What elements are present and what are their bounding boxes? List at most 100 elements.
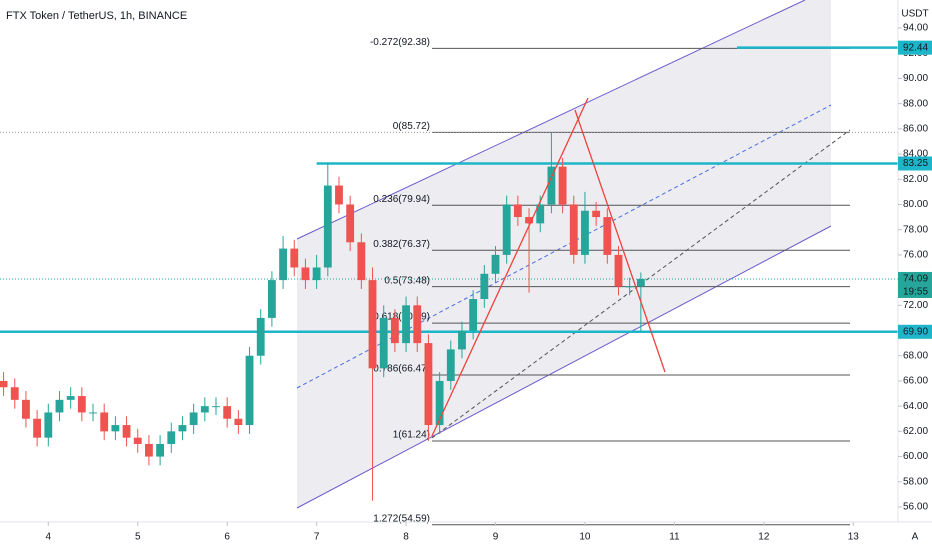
y-tick-label: 60.00 [903,451,928,462]
candle-body [156,443,165,457]
y-tick-label: 80.00 [903,199,928,210]
y-tick-label: 78.00 [903,224,928,235]
y-tick-label: 56.00 [903,502,928,513]
candle-body [100,412,109,432]
price-box-label: 83.25 [903,158,928,169]
candle-body [592,210,601,218]
candle-body [413,305,422,344]
candle-body [256,317,265,356]
candle-body [10,387,19,400]
candle-body [402,305,410,344]
y-tick-label: 64.00 [903,401,928,412]
x-tick-label: 11 [669,532,680,543]
candle-body [234,418,243,426]
x-tick-label: 7 [314,532,320,543]
candle-body [77,396,86,413]
candle-body [491,254,500,274]
x-tick-label: 10 [579,532,591,543]
y-tick-label: 88.00 [903,98,928,109]
candle-body [547,166,556,205]
y-tick-label: 84.00 [903,149,928,160]
currency-label: USDT [901,9,928,20]
candle-body [122,425,131,438]
candle-body [435,380,444,426]
x-tick-label: 9 [493,532,499,543]
candle-body [267,280,276,318]
candle-body [22,399,30,419]
y-tick-label: 66.00 [903,376,928,387]
fib-label: -0.272(92.38) [370,37,430,48]
fib-label: 0.236(79.94) [373,194,430,205]
candle-body [111,425,120,432]
countdown-label: 19:55 [903,287,928,298]
y-tick-label: 76.00 [903,250,928,261]
candle-body [133,437,142,444]
candle-body [469,299,478,331]
y-tick-label: 62.00 [903,426,928,437]
price-box [898,40,932,55]
candle-body [301,267,310,281]
candle-body [346,204,355,243]
candle-body [513,204,522,218]
candle-body [379,317,388,369]
candle-body [569,204,578,255]
candle-body [480,273,489,300]
y-tick-label: 68.00 [903,350,928,361]
candle-body [558,166,567,205]
candle-body [279,248,287,281]
x-tick-label: 4 [46,532,52,543]
fib-group: -0.272(92.38) 0(85.72) 0.236(79.94) 0.382(7… [370,37,850,526]
price-box-label: 92.44 [903,42,928,53]
y-tick-label: 90.00 [903,73,928,84]
candle-body [89,412,97,414]
price-box [898,156,932,171]
candle-body [581,210,589,255]
corner-label: A [912,532,919,543]
candle-body [368,280,377,369]
red-line [431,97,589,437]
x-tick-label: 8 [403,532,409,543]
candle-body [145,443,153,457]
candle-body [614,254,623,287]
candle-body [525,217,533,224]
price-lines [0,46,898,334]
y-tick-label: 94.00 [903,23,928,34]
fib-label: 0(85.72) [393,121,430,132]
x-tick-label: 13 [848,532,860,543]
chart-title: FTX Token / TetherUS, 1h, BINANCE [6,10,187,22]
price-box [898,324,932,339]
candle-body [446,349,455,381]
candle-body [223,406,232,419]
x-tick-label: 12 [758,532,770,543]
price-box [898,271,932,286]
price-box-label: 74.09 [903,274,928,285]
candle-body [357,242,366,281]
fib-label: 0.382(76.37) [373,239,430,250]
fib-label: 0.5(73.48) [384,275,430,286]
x-tick-label: 6 [224,532,230,543]
y-tick-label: 86.00 [903,123,928,134]
candle-body [312,267,321,281]
candle-body [245,355,254,426]
candle-body [44,412,53,438]
channel-upper [296,0,806,240]
y-tick-label: 58.00 [903,476,928,487]
red-line [574,109,666,373]
candle-body [33,418,42,438]
fib-label: 0.618(70.59) [373,312,430,323]
candles [0,132,645,501]
axes: 56.0058.0060.0062.0064.0066.0068.0070.00… [46,23,932,543]
fib-label: 1.272(54.59) [373,513,430,524]
fib-label: 1(61.24) [393,430,430,441]
candle-body [178,425,187,432]
candle-body [458,330,466,350]
candle-body [189,412,198,426]
candle-body [55,399,64,413]
candle-body [424,343,433,426]
candle-body [625,286,634,288]
candle-body [200,406,209,413]
y-tick-label: 72.00 [903,300,928,311]
candle-body [335,185,343,205]
price-box-label: 69.90 [903,326,928,337]
